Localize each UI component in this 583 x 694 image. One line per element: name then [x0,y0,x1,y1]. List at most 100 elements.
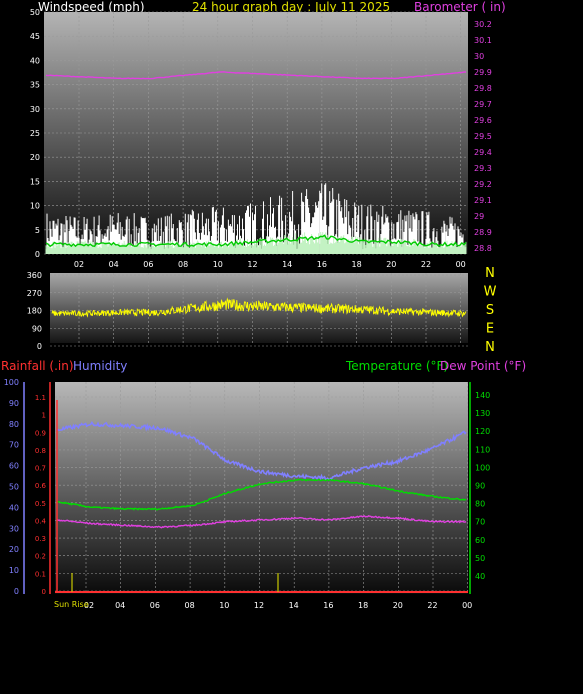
humidity-tick-label: 50 [9,483,19,492]
direction-tick-label: 90 [32,324,42,333]
compass-label: E [486,322,494,337]
climate-time-label: 18 [358,601,368,610]
humidity-tick-label: 70 [9,441,19,450]
rainfall-label: Rainfall (.in) [1,359,74,373]
direction-tick-label: 0 [37,342,42,351]
barometer-tick-label: 29.1 [474,196,492,205]
temperature-tick-label: 70 [475,518,485,527]
wind-tick-label: 10 [30,202,40,211]
wind-time-label: 10 [213,260,223,269]
barometer-tick-label: 29.8 [474,84,492,93]
compass-label: N [485,266,495,281]
barometer-tick-label: 30.1 [474,36,492,45]
rain-tick-label: 0 [42,588,46,596]
wind-tick-label: 20 [30,153,40,162]
temperature-tick-label: 100 [475,463,490,472]
wind-tick-label: 35 [30,81,40,90]
climate-series [55,400,468,593]
wind-time-label: 06 [143,260,153,269]
wind-time-label: 14 [282,260,292,269]
rain-tick-label: 0.2 [35,553,46,561]
wind-tick-label: 40 [30,56,40,65]
wind-time-label: 16 [317,260,327,269]
temperature-tick-label: 60 [475,536,485,545]
barometer-tick-label: 29.4 [474,148,492,157]
wind-tick-label: 25 [30,129,40,138]
compass-label: W [484,285,497,300]
wind-tick-label: 45 [30,32,40,41]
barometer-tick-label: 29.3 [474,164,492,173]
humidity-tick-label: 30 [9,524,19,533]
wind-time-label: 00 [456,260,466,269]
humidity-tick-label: 80 [9,420,19,429]
humidity-tick-label: 40 [9,503,19,512]
wind-time-label: 08 [178,260,188,269]
barometer-line [45,71,467,80]
climate-time-label: 16 [323,601,333,610]
graph-date-title: 24 hour graph day : July 11 2025 [192,0,390,14]
temperature-tick-label: 50 [475,554,485,563]
climate-time-label: 06 [150,601,160,610]
barometer-tick-label: 30 [474,52,484,61]
barometer-tick-label: 29.7 [474,100,492,109]
temperature-tick-label: 80 [475,500,485,509]
axis-labels: 0510152025303540455028.828.92929.129.229… [4,8,497,610]
dewpoint-label: Dew Point (°F) [440,359,526,373]
barometer-tick-label: 29.9 [474,68,492,77]
barometer-tick-label: 28.8 [474,244,492,253]
climate-time-label: 04 [115,601,125,610]
wind-average-band [45,232,467,254]
wind-time-label: 04 [109,260,119,269]
compass-label: N [485,340,495,355]
wind-direction-line [51,297,467,318]
temperature-tick-label: 110 [475,445,490,454]
humidity-line [56,421,467,481]
humidity-tick-label: 60 [9,462,19,471]
wind-grid [44,11,468,255]
barometer-tick-label: 30.2 [474,20,492,29]
rain-tick-label: 0.5 [35,500,46,508]
wind-time-label: 20 [386,260,396,269]
wind-tick-label: 0 [35,250,40,259]
temperature-tick-label: 90 [475,482,485,491]
direction-plot-area [50,273,468,343]
climate-time-label: 14 [289,601,299,610]
rain-tick-label: 0.9 [35,429,46,437]
humidity-tick-label: 0 [14,587,19,596]
humidity-label: Humidity [73,359,127,373]
humidity-tick-label: 100 [4,378,19,387]
sunrise-label: Sun Rise [54,600,89,609]
rain-tick-label: 0.6 [35,482,47,490]
wind-time-label: 22 [421,260,431,269]
wind-tick-label: 15 [30,177,40,186]
climate-plot-area [55,382,468,594]
climate-grid [55,382,469,594]
barometer-tick-label: 29 [474,212,484,221]
rain-tick-label: 0.1 [35,570,46,578]
climate-time-label: 12 [254,601,264,610]
direction-tick-label: 360 [27,271,42,280]
wind-average-line [45,234,467,248]
direction-series [51,297,467,318]
climate-time-label: 22 [427,601,437,610]
temperature-label: Temperature (°F) [345,359,448,373]
barometer-tick-label: 29.2 [474,180,492,189]
temperature-tick-label: 40 [475,572,485,581]
dewpoint-line [56,514,467,529]
wind-tick-label: 30 [30,105,40,114]
rain-tick-label: 1 [42,412,46,420]
rain-tick-label: 0.3 [35,535,46,543]
wind-tick-label: 50 [30,8,40,17]
direction-tick-label: 180 [27,307,42,316]
wind-time-label: 12 [247,260,257,269]
barometer-tick-label: 29.6 [474,116,492,125]
temperature-tick-label: 120 [475,427,490,436]
rain-tick-label: 0.7 [35,465,46,473]
wind-time-label: 18 [352,260,362,269]
windspeed-title: Windspeed (mph) [38,0,145,14]
barometer-tick-label: 29.5 [474,132,492,141]
humidity-tick-label: 20 [9,545,19,554]
humidity-tick-label: 90 [9,399,19,408]
climate-time-label: 20 [393,601,403,610]
compass-label: S [486,303,494,318]
